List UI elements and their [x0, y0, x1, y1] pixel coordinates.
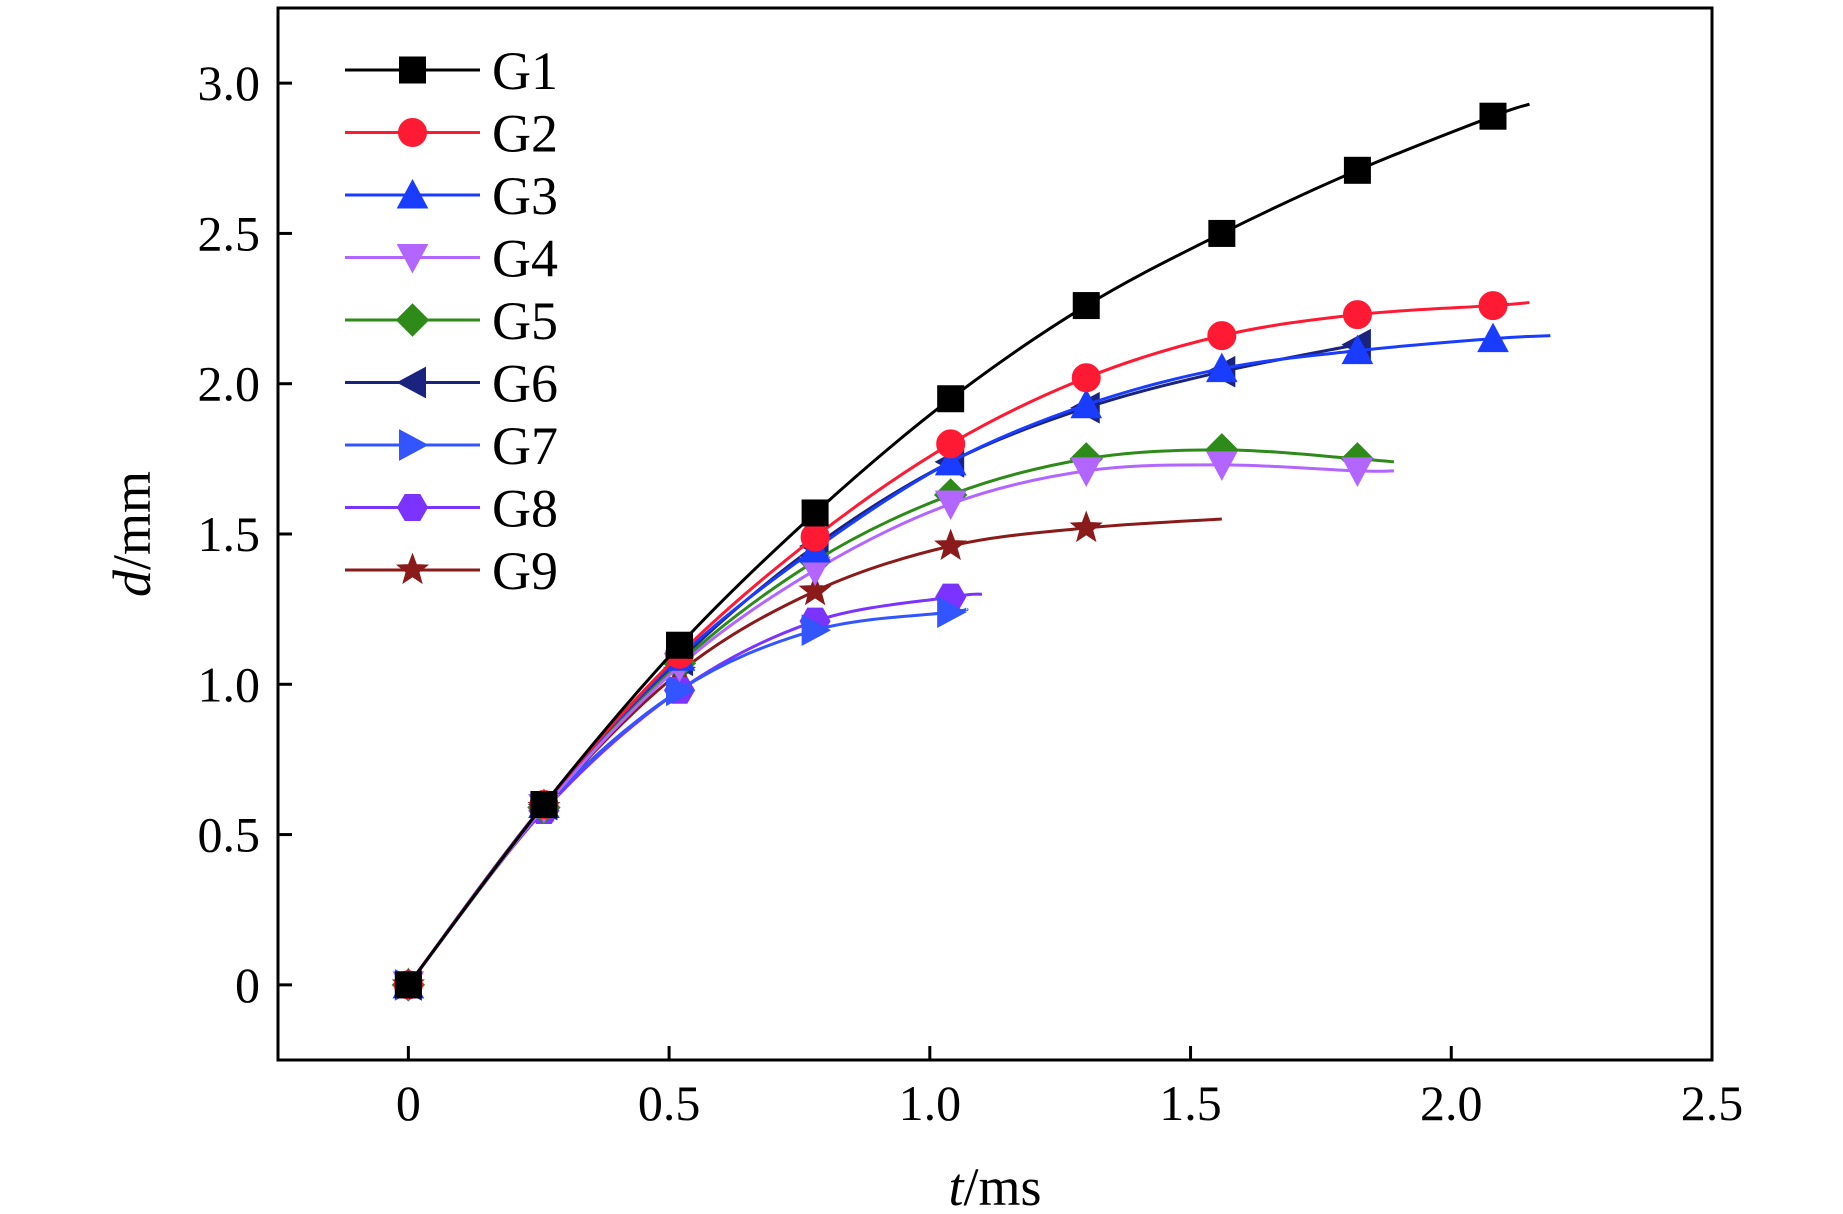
legend-marker: [396, 178, 429, 209]
x-axis-variable: t: [948, 1157, 965, 1214]
data-point-g3: [1070, 388, 1103, 419]
data-point-g9: [798, 573, 832, 606]
legend-item-g9: G9: [345, 541, 558, 601]
y-axis-variable: d: [102, 569, 162, 597]
y-tick-label: 1.5: [198, 506, 261, 562]
x-tick-label: 1.0: [899, 1075, 962, 1131]
series-layer: [391, 102, 1551, 1002]
data-point-g1: [394, 971, 422, 999]
data-point-g1: [1072, 292, 1100, 320]
legend-item-g7: G7: [345, 416, 558, 476]
x-axis-title: t/ms: [948, 1157, 1041, 1214]
data-point-g4: [1341, 457, 1374, 487]
tick-group: 0 0.5 1.0 1.5 2.0 2.5 0 0.5 1.0 1.5 2.0 2.5 3.0: [198, 55, 1744, 1131]
data-point-g2: [1342, 300, 1372, 330]
legend-item-g6: G6: [345, 354, 558, 414]
legend-marker: [396, 366, 426, 399]
legend-label: G5: [492, 291, 558, 351]
x-axis-unit: /ms: [963, 1157, 1041, 1214]
legend-item-g4: G4: [345, 229, 558, 289]
legend-item-g2: G2: [345, 104, 558, 164]
legend-item-g5: G5: [345, 291, 558, 351]
y-tick-label: 2.5: [198, 205, 261, 261]
series-line-g3: [407, 334, 1551, 986]
data-point-g7: [801, 614, 832, 647]
legend-marker: [395, 552, 430, 585]
data-point-g1: [801, 499, 829, 527]
data-point-g7: [937, 596, 967, 628]
legend-label: G2: [492, 104, 558, 164]
x-tick-label: 0: [396, 1075, 421, 1131]
data-point-g9: [934, 528, 968, 561]
y-tick-label: 1.0: [198, 656, 261, 712]
data-point-g3: [1341, 334, 1374, 365]
data-point-g2: [1071, 363, 1101, 393]
data-point-g1: [937, 385, 965, 413]
y-tick-label: 2.0: [198, 356, 261, 412]
data-point-g3: [1205, 352, 1238, 383]
legend-label: G6: [492, 354, 558, 414]
series-line-g2: [407, 301, 1530, 986]
legend-label: G4: [492, 229, 558, 289]
data-point-g1: [1479, 102, 1507, 130]
y-tick-label: 0.5: [198, 807, 261, 863]
legend-label: G7: [492, 416, 558, 476]
legend-marker: [398, 118, 427, 147]
legend-marker: [396, 244, 429, 274]
data-point-g7: [666, 674, 696, 707]
data-point-g2: [1207, 321, 1237, 351]
series-g3: [392, 322, 1551, 999]
legend-label: G8: [492, 479, 558, 539]
y-axis-title: d/mm: [102, 471, 162, 597]
series-g1: [394, 102, 1530, 999]
data-point-g2: [936, 429, 966, 459]
legend-label: G9: [492, 541, 558, 601]
series-line-g1: [407, 102, 1530, 986]
data-point-g1: [1208, 219, 1236, 247]
data-point-g3: [934, 445, 967, 476]
data-point-g4: [934, 490, 967, 521]
legend-item-g3: G3: [345, 166, 558, 226]
x-tick-label: 1.5: [1159, 1075, 1222, 1131]
y-axis-unit: /mm: [102, 471, 162, 570]
data-point-g9: [1069, 510, 1103, 543]
legend-item-g1: G1: [345, 41, 558, 101]
legend-label: G3: [492, 166, 558, 226]
data-point-g4: [1070, 457, 1103, 487]
y-tick-label: 0: [235, 957, 260, 1013]
legend-marker: [396, 494, 429, 521]
data-point-g2: [800, 522, 830, 552]
x-tick-label: 0.5: [638, 1075, 701, 1131]
data-point-g1: [666, 631, 694, 659]
data-point-g3: [1477, 322, 1509, 353]
x-tick-label: 2.5: [1681, 1075, 1744, 1131]
legend-marker: [399, 56, 426, 84]
data-point-g1: [530, 791, 558, 819]
legend-item-g8: G8: [345, 479, 558, 539]
legend-marker: [395, 303, 430, 337]
data-point-g2: [1478, 291, 1508, 321]
legend-label: G1: [492, 41, 558, 101]
data-point-g1: [1343, 156, 1371, 184]
y-tick-label: 3.0: [198, 55, 261, 111]
legend-marker: [399, 429, 429, 461]
data-point-g4: [1205, 451, 1238, 481]
x-tick-label: 2.0: [1420, 1075, 1483, 1131]
